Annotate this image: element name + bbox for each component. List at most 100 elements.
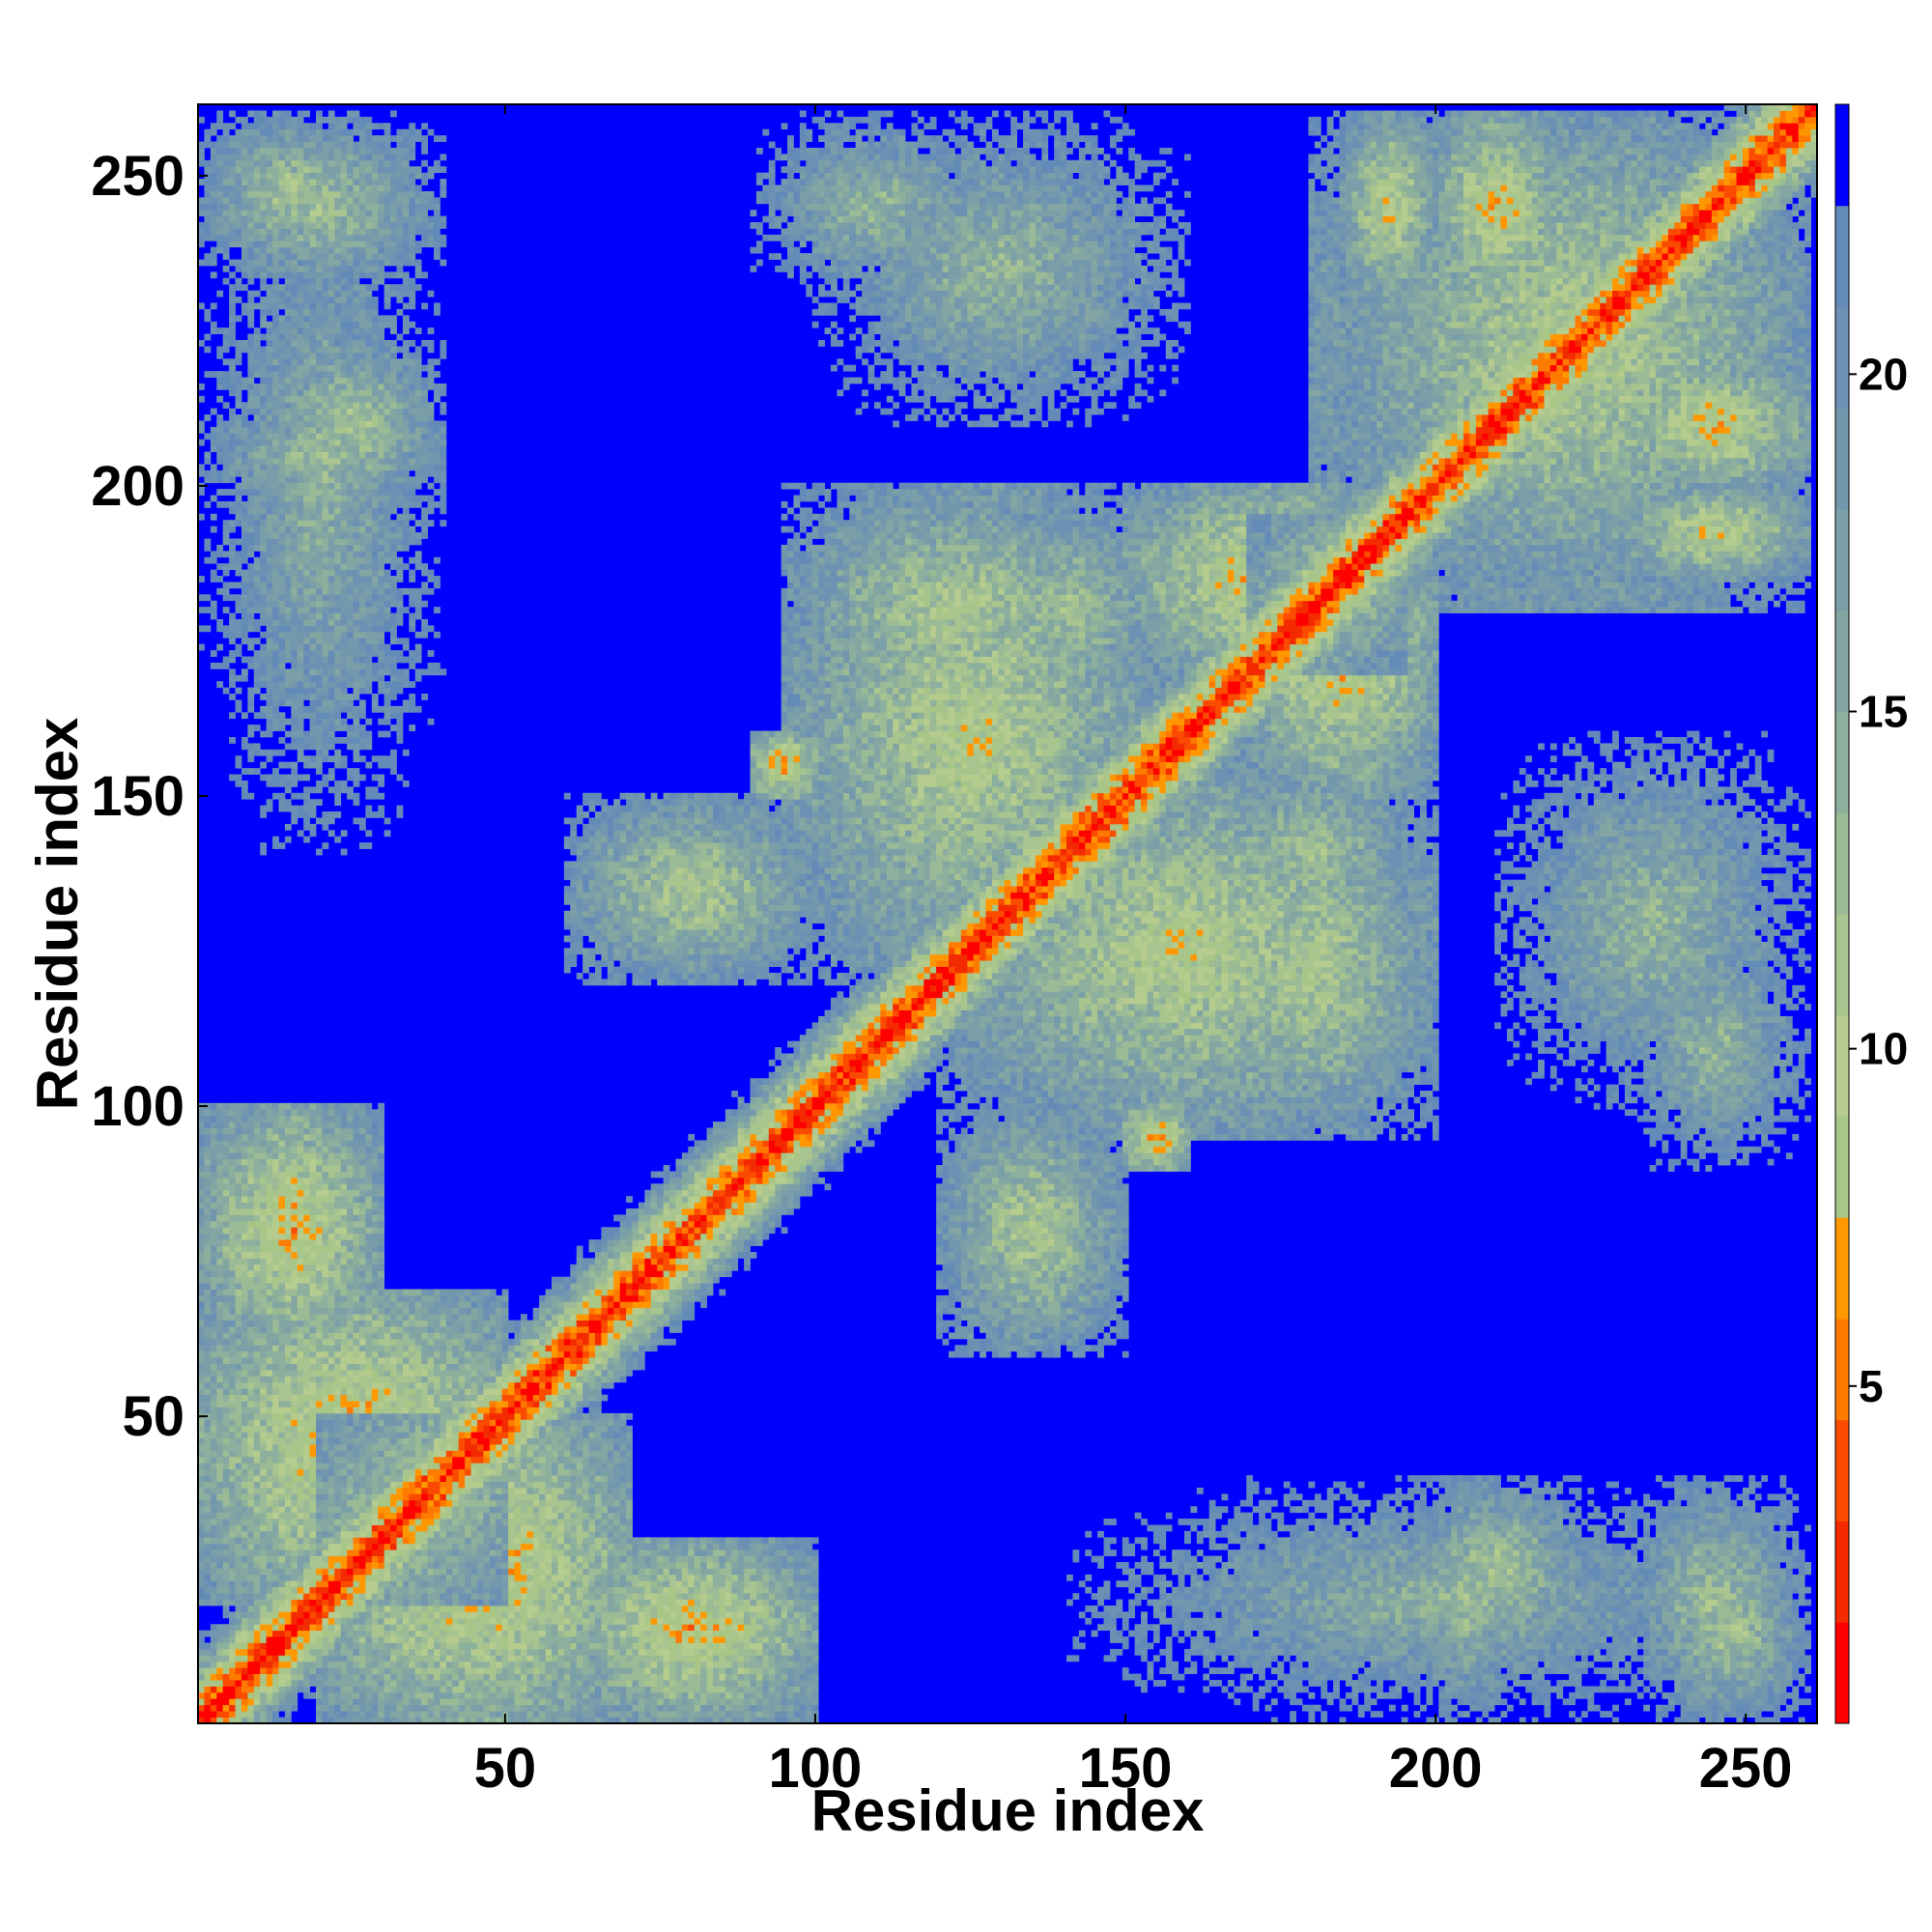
heatmap-cell bbox=[514, 1568, 522, 1576]
heatmap-cell bbox=[588, 1636, 596, 1643]
heatmap-cell bbox=[638, 1704, 645, 1712]
heatmap-cell bbox=[216, 1686, 224, 1693]
heatmap-cell bbox=[1723, 1698, 1731, 1706]
heatmap-cell bbox=[303, 1636, 310, 1643]
heatmap-cell bbox=[1339, 1661, 1347, 1668]
heatmap-cell bbox=[1134, 1673, 1142, 1681]
heatmap-cell bbox=[347, 1599, 354, 1606]
heatmap-cell bbox=[1426, 1617, 1434, 1625]
heatmap-cell bbox=[712, 1661, 720, 1668]
heatmap-cell bbox=[1290, 1667, 1296, 1675]
heatmap-cell bbox=[316, 1642, 323, 1650]
heatmap-cell bbox=[1562, 1642, 1570, 1650]
heatmap-cell bbox=[1580, 1568, 1588, 1576]
heatmap-cell bbox=[1549, 1648, 1557, 1656]
heatmap-cell bbox=[663, 1593, 670, 1600]
heatmap-cell bbox=[750, 1568, 757, 1576]
heatmap-cell bbox=[496, 1704, 503, 1712]
heatmap-cell bbox=[1432, 1680, 1439, 1687]
heatmap-cell bbox=[1779, 1605, 1787, 1612]
heatmap-cell bbox=[793, 1655, 801, 1662]
heatmap-cell bbox=[737, 1617, 745, 1625]
heatmap-cell bbox=[1680, 1673, 1688, 1681]
heatmap-cell bbox=[626, 1667, 633, 1675]
heatmap-cell bbox=[1774, 1586, 1780, 1594]
heatmap-cell bbox=[316, 1680, 323, 1687]
heatmap-cell bbox=[768, 1580, 776, 1588]
heatmap-cell bbox=[1357, 1593, 1365, 1600]
heatmap-cell bbox=[1767, 1691, 1775, 1699]
heatmap-cell bbox=[198, 1673, 205, 1681]
heatmap-cell bbox=[440, 1624, 447, 1632]
heatmap-cell bbox=[1469, 1642, 1477, 1650]
heatmap-cell bbox=[253, 1605, 261, 1612]
heatmap-cell bbox=[1742, 1605, 1749, 1612]
heatmap-cell bbox=[483, 1661, 491, 1668]
heatmap-cell bbox=[638, 1711, 645, 1718]
heatmap-cell bbox=[476, 1562, 484, 1569]
heatmap-cell bbox=[632, 1642, 639, 1650]
heatmap-cell bbox=[570, 1686, 578, 1693]
heatmap-cell bbox=[1680, 1630, 1688, 1637]
heatmap-cell bbox=[1407, 1617, 1414, 1625]
heatmap-cell bbox=[1345, 1568, 1352, 1576]
heatmap-cell bbox=[358, 1636, 366, 1643]
heatmap-cell bbox=[731, 1655, 739, 1662]
heatmap-cell bbox=[563, 1624, 571, 1632]
heatmap-cell bbox=[787, 1574, 794, 1581]
heatmap-cell bbox=[1667, 1617, 1675, 1625]
heatmap-cell bbox=[644, 1711, 652, 1718]
heatmap-cell bbox=[582, 1655, 589, 1662]
heatmap-cell bbox=[1308, 1717, 1316, 1724]
heatmap-cell bbox=[409, 1655, 416, 1662]
heatmap-cell bbox=[552, 1555, 558, 1563]
heatmap-cell bbox=[1774, 1599, 1780, 1606]
heatmap-cell bbox=[260, 1673, 268, 1681]
heatmap-cell bbox=[1333, 1605, 1340, 1612]
heatmap-cell bbox=[576, 1555, 583, 1563]
heatmap-cell bbox=[1680, 1686, 1688, 1693]
heatmap-cell bbox=[334, 1630, 342, 1637]
heatmap-cell bbox=[1190, 1580, 1198, 1588]
heatmap-cell bbox=[1141, 1611, 1148, 1619]
heatmap-cell bbox=[1754, 1568, 1762, 1576]
heatmap-cell bbox=[1711, 1568, 1719, 1576]
heatmap-cell bbox=[229, 1717, 236, 1724]
heatmap-cell bbox=[1692, 1711, 1700, 1718]
heatmap-cell bbox=[427, 1673, 435, 1681]
heatmap-cell bbox=[260, 1611, 268, 1619]
heatmap-cell bbox=[787, 1580, 794, 1588]
heatmap-cell bbox=[1687, 1704, 1693, 1712]
heatmap-cell bbox=[1680, 1642, 1688, 1650]
heatmap-cell bbox=[1270, 1624, 1278, 1632]
heatmap-cell bbox=[1351, 1599, 1359, 1606]
heatmap-cell bbox=[1774, 1568, 1780, 1576]
heatmap-cell bbox=[198, 1555, 205, 1563]
heatmap-cell bbox=[476, 1642, 484, 1650]
heatmap-cell bbox=[1283, 1599, 1291, 1606]
heatmap-cell bbox=[607, 1661, 614, 1668]
heatmap-cell bbox=[508, 1711, 515, 1718]
heatmap-cell bbox=[675, 1624, 683, 1632]
heatmap-cell bbox=[588, 1568, 596, 1576]
heatmap-cell bbox=[762, 1711, 770, 1718]
heatmap-cell bbox=[1134, 1680, 1142, 1687]
heatmap-cell bbox=[409, 1691, 416, 1699]
heatmap-cell bbox=[1388, 1574, 1396, 1581]
heatmap-cell bbox=[1580, 1630, 1588, 1637]
heatmap-cell bbox=[1420, 1661, 1427, 1668]
heatmap-cell bbox=[1382, 1611, 1390, 1619]
heatmap-cell bbox=[563, 1580, 571, 1588]
heatmap-cell bbox=[632, 1673, 639, 1681]
heatmap-cell bbox=[1364, 1698, 1372, 1706]
heatmap-cell bbox=[1636, 1624, 1644, 1632]
heatmap-cell bbox=[358, 1593, 366, 1600]
heatmap-cell bbox=[1742, 1661, 1749, 1668]
heatmap-cell bbox=[576, 1636, 583, 1643]
heatmap-cell bbox=[247, 1586, 255, 1594]
heatmap-cell bbox=[787, 1673, 794, 1681]
heatmap-cell bbox=[1438, 1574, 1446, 1581]
heatmap-cell bbox=[1519, 1630, 1526, 1637]
heatmap-cell bbox=[316, 1667, 323, 1675]
heatmap-cell bbox=[1624, 1661, 1632, 1668]
